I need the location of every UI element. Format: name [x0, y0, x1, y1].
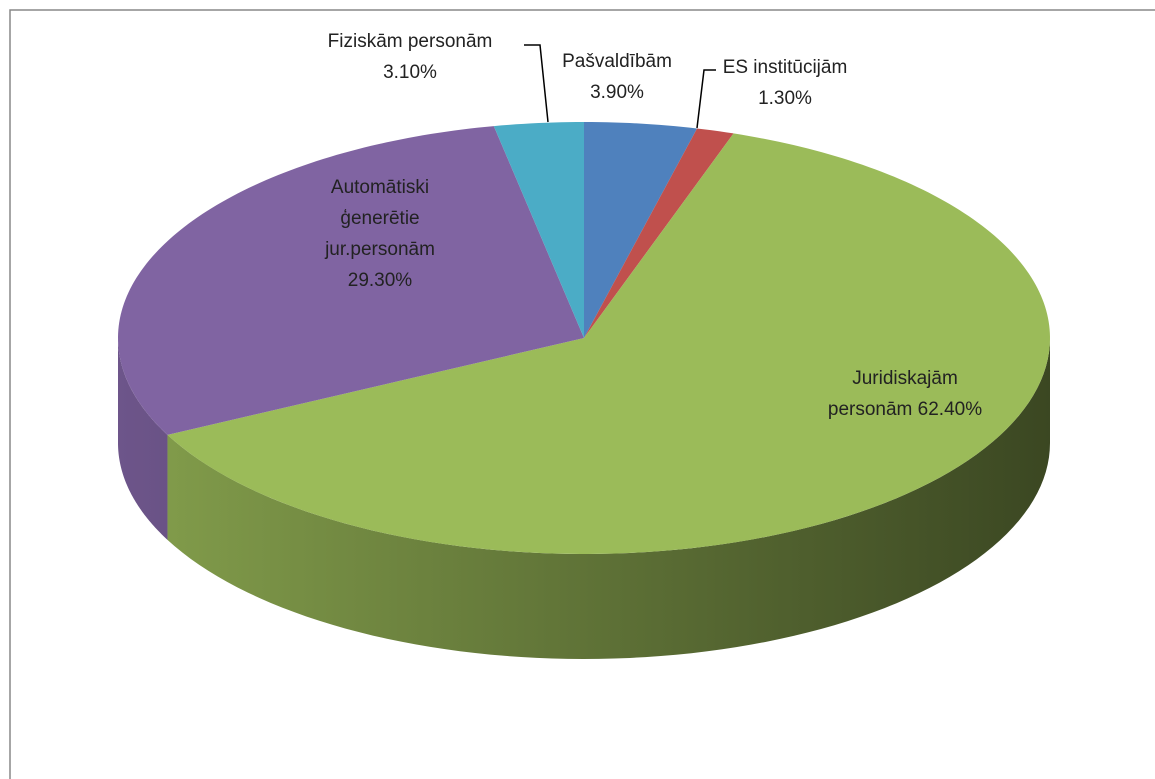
value-label: 62.40% [917, 399, 983, 420]
category-label: Automātiski ģenerētie jur.personām [325, 177, 435, 260]
category-label: Juridiskajām personām [827, 368, 958, 420]
value-label: 3.90% [590, 82, 644, 103]
sides [118, 338, 1050, 659]
slice [167, 133, 1050, 554]
value-label: 3.10% [383, 62, 437, 83]
tops [118, 122, 1050, 554]
category-label: ES institūcijām [722, 57, 848, 78]
chart-frame [9, 9, 1155, 779]
data-label: Fiziskām personām 3.10% [300, 26, 520, 88]
value-label: 1.30% [758, 88, 812, 109]
slice [118, 126, 585, 435]
data-label: Juridiskajām personām 62.40% [810, 363, 1000, 425]
value-label: 29.30% [347, 270, 413, 291]
category-label: Pašvaldībām [562, 51, 672, 72]
leader-line [524, 44, 549, 123]
slice [584, 122, 698, 338]
slice-side [118, 338, 168, 540]
leader-line [696, 69, 716, 129]
data-label: Pašvaldībām 3.90% [542, 46, 692, 108]
data-label: ES institūcijām 1.30% [700, 52, 870, 114]
slice [493, 122, 584, 338]
slice-side [167, 338, 1050, 659]
data-label: Automātiski ģenerētie jur.personām 29.30… [305, 172, 455, 296]
slice [584, 128, 734, 338]
category-label: Fiziskām personām [327, 31, 493, 52]
